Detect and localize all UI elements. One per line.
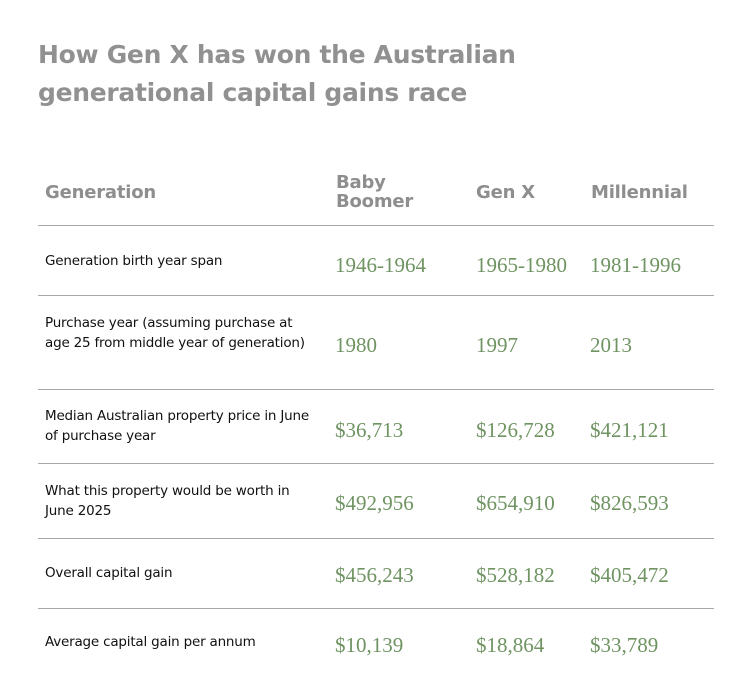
table-row: Overall capital gain $456,243 $528,182 $… [38,539,714,609]
table-row: Median Australian property price in June… [38,390,714,464]
header-baby-boomer: Baby Boomer [336,172,414,212]
table-row: Generation birth year span 1946-1964 196… [38,226,714,296]
cell-baby-boomer: 1946-1964 [335,253,426,277]
cell-baby-boomer: $10,139 [335,633,404,657]
cell-baby-boomer: 1980 [335,333,377,357]
header-millennial: Millennial [591,182,688,203]
row-label: What this property would be worth in Jun… [45,483,290,519]
row-label: Average capital gain per annum [45,634,256,650]
cell-millennial: $826,593 [590,491,669,515]
cell-millennial: $33,789 [590,633,659,657]
cell-baby-boomer: $36,713 [335,418,404,442]
cell-baby-boomer: $456,243 [335,563,414,587]
cell-baby-boomer: $492,956 [335,491,414,515]
cell-millennial: $405,472 [590,563,669,587]
table-header-row: Generation Baby Boomer Gen X Millennial [38,165,714,226]
chart-title: How Gen X has won the Australian generat… [38,40,516,107]
capital-gains-table: Generation Baby Boomer Gen X Millennial … [38,165,714,681]
table-row: Average capital gain per annum $10,139 $… [38,609,714,681]
table-row: What this property would be worth in Jun… [38,464,714,539]
row-label: Overall capital gain [45,565,173,581]
cell-gen-x: $126,728 [476,418,555,442]
cell-gen-x: 1965-1980 [476,253,567,277]
cell-gen-x: $654,910 [476,491,555,515]
header-gen-x: Gen X [476,182,535,203]
cell-gen-x: $18,864 [476,633,545,657]
row-label: Generation birth year span [45,253,223,269]
cell-millennial: $421,121 [590,418,669,442]
header-generation: Generation [45,182,156,203]
cell-millennial: 1981-1996 [590,253,681,277]
row-label: Purchase year (assuming purchase at age … [45,315,305,351]
cell-gen-x: 1997 [476,333,518,357]
cell-gen-x: $528,182 [476,563,555,587]
table-row: Purchase year (assuming purchase at age … [38,296,714,390]
cell-millennial: 2013 [590,333,632,357]
row-label: Median Australian property price in June… [45,408,309,444]
